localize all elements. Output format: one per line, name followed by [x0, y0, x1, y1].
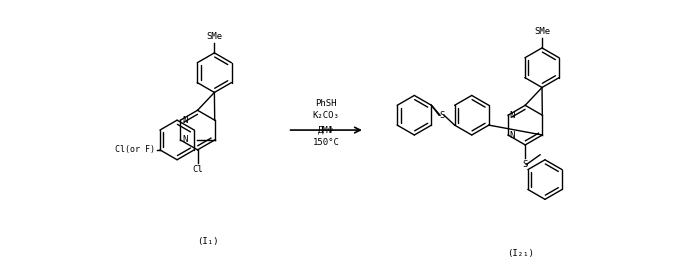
- Text: 150°C: 150°C: [313, 138, 340, 147]
- Text: S: S: [439, 111, 445, 120]
- Text: N: N: [182, 116, 187, 125]
- Text: S: S: [523, 160, 528, 169]
- Text: SMe: SMe: [207, 32, 223, 41]
- Text: N: N: [510, 130, 515, 140]
- Text: N: N: [510, 111, 515, 120]
- Text: K₂CO₃: K₂CO₃: [313, 111, 340, 120]
- Text: Cl(or F): Cl(or F): [115, 145, 155, 154]
- Text: (I₂₁): (I₂₁): [507, 249, 534, 258]
- Text: PhSH: PhSH: [315, 99, 337, 108]
- Text: SMe: SMe: [534, 27, 550, 36]
- Text: (I₁): (I₁): [197, 238, 218, 247]
- Text: ДМΦ: ДМΦ: [318, 126, 334, 135]
- Text: N: N: [182, 135, 187, 144]
- Text: Cl: Cl: [192, 165, 203, 174]
